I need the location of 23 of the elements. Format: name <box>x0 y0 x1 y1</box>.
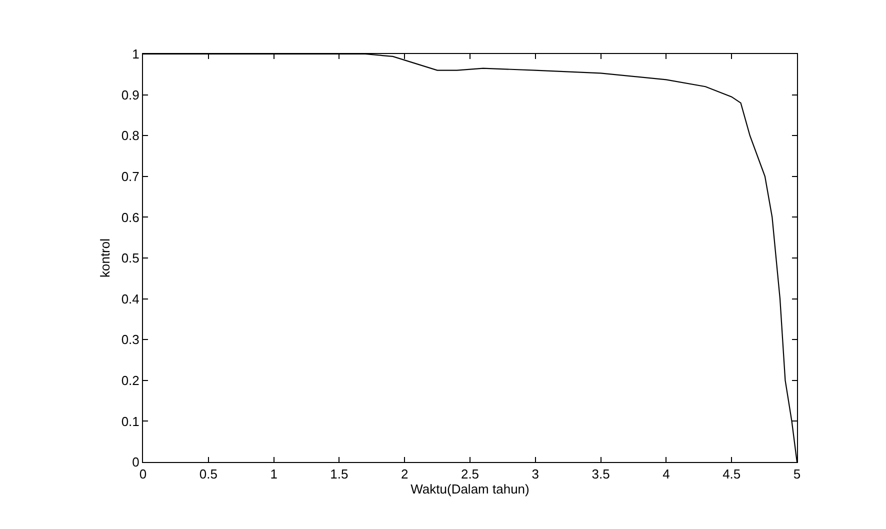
x-tick-label: 5 <box>793 466 801 482</box>
x-tick-label: 2 <box>400 466 408 482</box>
x-tick-label: 3 <box>532 466 540 482</box>
y-tick-label: 0.7 <box>121 168 140 184</box>
y-tick-label: 1 <box>132 46 140 62</box>
y-tick-label: 0.3 <box>121 332 140 348</box>
y-tick-label: 0.8 <box>121 128 140 144</box>
x-tick-label: 1 <box>270 466 278 482</box>
y-tick-label: 0.6 <box>121 210 140 225</box>
x-tick-label: 0.5 <box>199 466 218 482</box>
y-axis-title: kontrol <box>97 238 112 278</box>
y-tick-label: 0.1 <box>121 414 140 429</box>
y-tick-label: 0.9 <box>121 87 140 102</box>
x-tick-label: 4.5 <box>722 466 741 482</box>
x-tick-label: 3.5 <box>592 466 610 482</box>
y-tick-label: 0.4 <box>121 291 140 306</box>
y-tick-label: 0.2 <box>121 372 140 388</box>
x-axis-title: Waktu(Dalam tahun) <box>410 482 530 497</box>
x-tick-label: 4 <box>662 466 670 482</box>
y-tick-label: 0 <box>132 454 140 470</box>
y-tick-label: 0.5 <box>121 250 140 266</box>
x-tick-label: 2.5 <box>460 466 480 482</box>
x-tick-label: 1.5 <box>330 466 348 482</box>
